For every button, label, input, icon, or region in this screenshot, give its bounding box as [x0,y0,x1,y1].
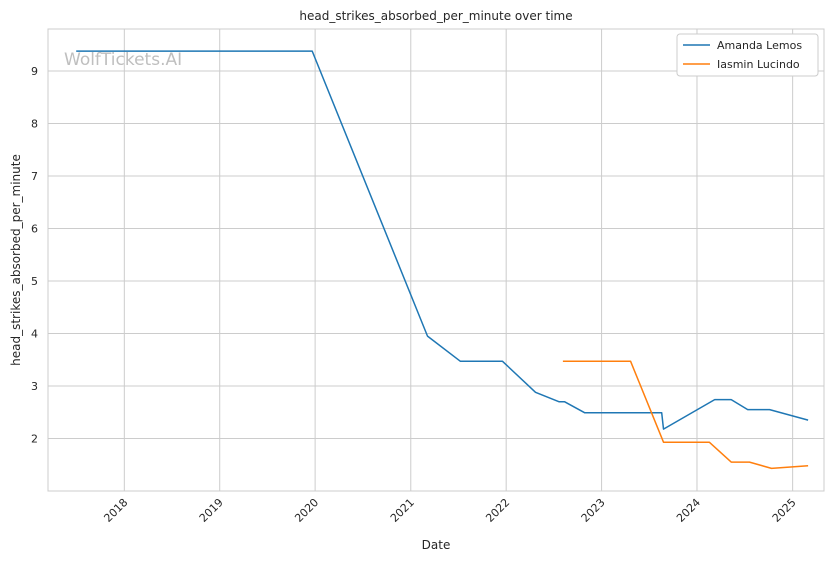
x-tick-label: 2018 [101,496,130,525]
y-tick-label: 5 [31,275,38,288]
x-tick-label: 2023 [579,496,608,525]
plot-frame [47,28,825,492]
y-tick-label: 2 [31,433,38,446]
x-tick-label: 2020 [292,496,321,525]
y-tick-label: 4 [31,328,38,341]
x-tick-label: 2022 [483,496,512,525]
series-layer [76,50,809,470]
legend-box [676,33,819,77]
y-tick-labels: 2 3 4 5 6 7 8 9 [31,65,38,446]
plot-area [48,29,824,491]
y-tick-label: 3 [31,380,38,393]
x-tick-label: 2019 [197,496,226,525]
x-tick-label: 2025 [770,496,799,525]
watermark: WolfTickets.AI [64,50,182,70]
legend-label: Iasmin Lucindo [717,58,800,71]
y-tick-label: 7 [31,170,38,183]
y-axis-label: head_strikes_absorbed_per_minute [9,154,23,366]
y-tick-label: 8 [31,118,38,131]
y-tick-label: 6 [31,223,38,236]
legend-label: Amanda Lemos [717,39,802,52]
chart-title: head_strikes_absorbed_per_minute over ti… [299,9,572,23]
x-tick-label: 2021 [388,496,417,525]
x-axis-label: Date [422,538,451,552]
series-line-0 [76,50,809,430]
x-gridlines [123,29,794,491]
y-tick-label: 9 [31,65,38,78]
x-tick-label: 2024 [674,496,703,525]
x-tick-labels: 2018 2019 2020 2021 2022 2023 2024 2025 [101,496,798,525]
y-gridlines [48,70,824,439]
series-line-1 [562,360,809,470]
legend: Amanda Lemos Iasmin Lucindo [676,33,819,77]
